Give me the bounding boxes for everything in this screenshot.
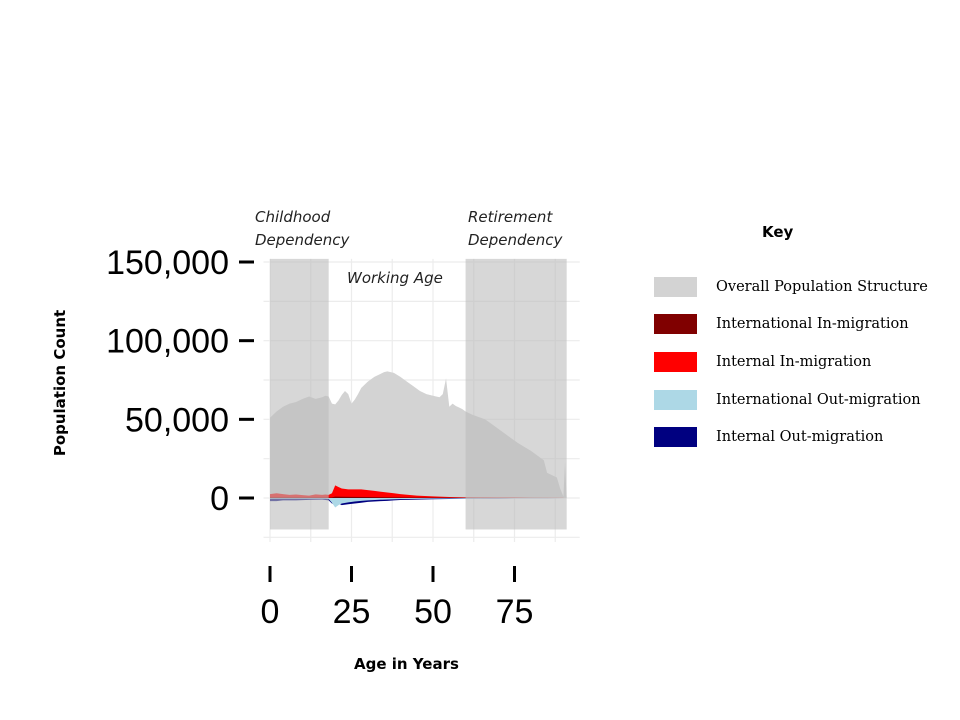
annotation-childhood: Childhood Dependency bbox=[255, 206, 349, 252]
x-axis-title: Age in Years bbox=[354, 655, 459, 673]
legend-label: Internal Out-migration bbox=[716, 429, 884, 445]
shaded-band-1 bbox=[465, 258, 567, 530]
y-tick-label: 150,000 bbox=[106, 244, 229, 282]
legend-label: International In-migration bbox=[716, 316, 909, 332]
annotation-working-age: Working Age bbox=[347, 267, 443, 290]
annotation-childhood-line1: Childhood bbox=[255, 208, 331, 226]
x-tick-label: 50 bbox=[414, 593, 452, 631]
x-tick-label: 75 bbox=[496, 593, 534, 631]
y-tick-label: 0 bbox=[210, 480, 229, 518]
legend-item-overall: Overall Population Structure bbox=[654, 277, 954, 299]
legend-item-international-in: International In-migration bbox=[654, 314, 954, 336]
annotation-retirement-line1: Retirement bbox=[468, 208, 553, 226]
series-area-1 bbox=[270, 485, 564, 498]
annotation-retirement-line2: Dependency bbox=[468, 231, 563, 249]
legend-swatch bbox=[654, 352, 697, 372]
legend-label: International Out-migration bbox=[716, 392, 921, 408]
series-area-2 bbox=[270, 496, 564, 498]
annotation-childhood-line2: Dependency bbox=[255, 231, 350, 249]
y-axis-title: Population Count bbox=[51, 309, 69, 457]
shaded-band-0 bbox=[270, 258, 329, 530]
x-tick-label: 25 bbox=[333, 593, 371, 631]
annotation-retirement: Retirement Dependency bbox=[468, 206, 562, 252]
legend-item-international-out: International Out-migration bbox=[654, 390, 954, 412]
legend-label: Overall Population Structure bbox=[716, 279, 928, 295]
legend-item-internal-out: Internal Out-migration bbox=[654, 427, 954, 449]
legend-label: Internal In-migration bbox=[716, 354, 872, 370]
legend-item-internal-in: Internal In-migration bbox=[654, 352, 954, 374]
axes: 0 50,000 100,000 150,000 0 25 50 75 bbox=[106, 244, 533, 631]
legend-title: Key bbox=[762, 223, 794, 241]
series-area-4 bbox=[270, 498, 564, 508]
legend-swatch bbox=[654, 390, 697, 410]
y-tick-label: 100,000 bbox=[106, 323, 229, 361]
legend-swatch bbox=[654, 277, 697, 297]
legend-swatch bbox=[654, 427, 697, 447]
annotation-working-age-line1: Working Age bbox=[347, 269, 443, 287]
x-tick-label: 0 bbox=[261, 593, 280, 631]
y-tick-label: 50,000 bbox=[125, 401, 229, 439]
shaded-bands bbox=[270, 258, 567, 530]
legend-swatch bbox=[654, 314, 697, 334]
